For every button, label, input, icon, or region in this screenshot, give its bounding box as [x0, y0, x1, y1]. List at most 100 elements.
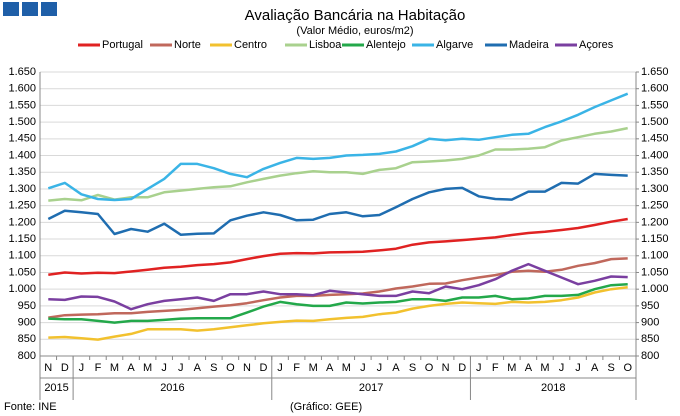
y-tick-label: 1.550 [8, 99, 36, 111]
y2-tick-label: 1.500 [641, 116, 669, 128]
logo [3, 2, 57, 16]
y-tick-label: 1.300 [8, 183, 36, 195]
x-tick-label: M [342, 362, 351, 374]
x-tick-label: N [442, 362, 450, 374]
y2-tick-label: 1.200 [641, 216, 669, 228]
x-tick-label: D [260, 362, 268, 374]
x-tick-label: F [293, 362, 300, 374]
chart-subtitle: (Valor Médio, euros/m2) [296, 25, 413, 37]
y2-tick-label: 850 [641, 333, 659, 345]
y-tick-label: 1.200 [8, 216, 36, 228]
series-line [47, 92, 629, 202]
y-tick-label: 900 [18, 316, 36, 328]
series-line [47, 172, 628, 236]
x-tick-label: F [492, 362, 499, 374]
x-tick-label: D [61, 362, 69, 374]
y2-tick-label: 1.150 [641, 233, 669, 245]
legend-label: Norte [174, 39, 201, 51]
x-tick-label: F [95, 362, 102, 374]
x-tick-label: M [309, 362, 318, 374]
x-tick-label: M [540, 362, 549, 374]
x-group-label: 2016 [160, 382, 184, 394]
series-line [48, 285, 628, 341]
chart-title: Avaliação Bancária na Habitação [245, 7, 466, 24]
x-tick-label: J [559, 362, 565, 374]
legend-label: Portugal [102, 39, 143, 51]
y2-tick-label: 1.600 [641, 83, 669, 95]
y-tick-label: 1.000 [8, 283, 36, 295]
x-tick-label: M [110, 362, 119, 374]
y2-tick-label: 1.350 [641, 166, 669, 178]
x-tick-label: J [575, 362, 581, 374]
x-tick-label: A [326, 362, 334, 374]
y-tick-label: 1.650 [8, 66, 36, 78]
x-tick-label: S [607, 362, 614, 374]
y-tick-label: 1.350 [8, 166, 36, 178]
y2-tick-label: 1.550 [641, 99, 669, 111]
series-line [48, 282, 628, 324]
y-tick-label: 1.100 [8, 250, 36, 262]
x-tick-label: A [525, 362, 533, 374]
y2-tick-label: 800 [641, 350, 659, 362]
y-tick-label: 800 [18, 350, 36, 362]
x-group-label: 2018 [541, 382, 565, 394]
y-tick-label: 950 [18, 300, 36, 312]
x-group-label: 2017 [359, 382, 383, 394]
x-tick-label: S [210, 362, 217, 374]
x-tick-label: J [360, 362, 366, 374]
legend-label: Açores [579, 39, 614, 51]
y2-tick-label: 900 [641, 316, 659, 328]
y2-tick-label: 1.000 [641, 283, 669, 295]
x-tick-label: O [226, 362, 235, 374]
x-tick-label: J [178, 362, 184, 374]
y2-tick-label: 1.250 [641, 200, 669, 212]
y-tick-label: 1.450 [8, 133, 36, 145]
logo-square [41, 2, 57, 16]
x-group-label: 2015 [44, 382, 68, 394]
x-tick-label: D [458, 362, 466, 374]
x-tick-label: J [161, 362, 167, 374]
x-tick-label: S [409, 362, 416, 374]
y2-tick-label: 1.100 [641, 250, 669, 262]
series-line [48, 217, 628, 277]
x-tick-label: O [425, 362, 434, 374]
x-tick-label: J [476, 362, 482, 374]
y-tick-label: 1.400 [8, 149, 36, 161]
logo-square [3, 2, 19, 16]
legend-label: Alentejo [366, 39, 406, 51]
x-tick-label: M [143, 362, 152, 374]
y2-tick-label: 1.400 [641, 149, 669, 161]
x-tick-label: M [507, 362, 516, 374]
legend-label: Centro [234, 39, 267, 51]
x-tick-label: J [79, 362, 85, 374]
x-tick-label: A [392, 362, 400, 374]
y2-tick-label: 1.050 [641, 266, 669, 278]
y2-tick-label: 1.450 [641, 133, 669, 145]
y2-tick-label: 1.300 [641, 183, 669, 195]
y-tick-label: 1.500 [8, 116, 36, 128]
x-tick-label: A [194, 362, 202, 374]
x-tick-label: N [44, 362, 52, 374]
legend-label: Lisboa [309, 39, 342, 51]
credit: (Gráfico: GEE) [290, 401, 362, 413]
x-tick-label: A [127, 362, 135, 374]
legend-label: Madeira [509, 39, 550, 51]
y-tick-label: 1.600 [8, 83, 36, 95]
y-tick-label: 1.050 [8, 266, 36, 278]
series-line [48, 126, 628, 202]
x-tick-label: A [591, 362, 599, 374]
x-tick-label: J [377, 362, 383, 374]
logo-square [22, 2, 38, 16]
series-line [48, 257, 628, 319]
y2-tick-label: 1.650 [641, 66, 669, 78]
series-line [48, 262, 628, 311]
x-tick-label: N [243, 362, 251, 374]
legend-label: Algarve [436, 39, 473, 51]
x-tick-label: J [277, 362, 283, 374]
source: Fonte: INE [4, 401, 57, 413]
y-tick-label: 1.150 [8, 233, 36, 245]
y2-tick-label: 950 [641, 300, 659, 312]
x-tick-label: O [623, 362, 632, 374]
y-tick-label: 850 [18, 333, 36, 345]
